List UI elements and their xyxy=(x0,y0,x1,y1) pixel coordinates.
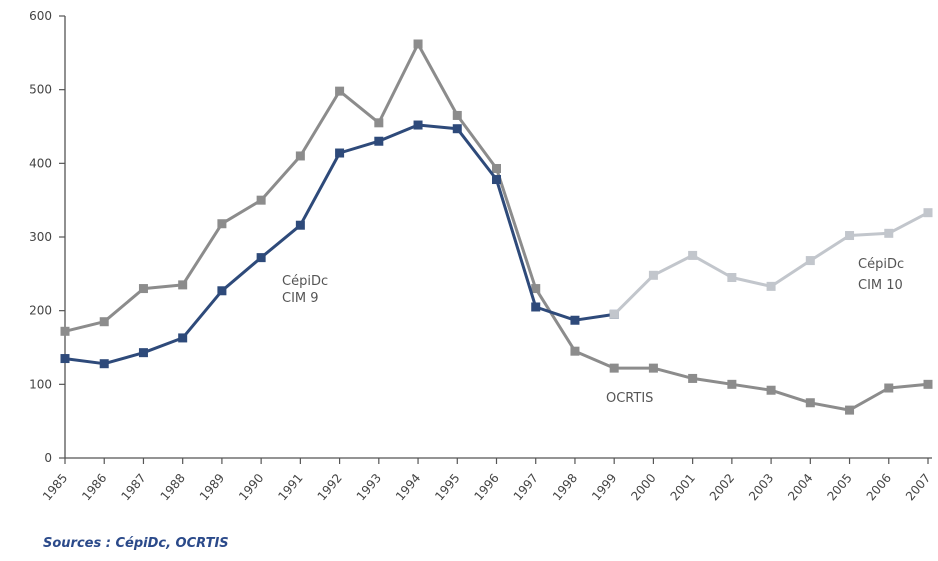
cim10-data-point xyxy=(845,231,855,241)
cim9-data-point xyxy=(531,302,541,312)
cim10-label-line2: CIM 10 xyxy=(858,278,903,293)
x-tick-label: 1997 xyxy=(511,471,541,503)
x-tick-label: 2007 xyxy=(903,471,933,503)
x-tick-label: 1993 xyxy=(354,471,384,503)
ocrtis-data-point xyxy=(805,398,815,408)
x-tick-label: 2004 xyxy=(785,471,815,503)
ocrtis-data-point xyxy=(766,385,776,395)
cim9-data-point xyxy=(413,120,423,130)
cim9-series-line xyxy=(64,123,615,366)
x-tick-label: 2000 xyxy=(628,471,658,503)
y-tick-label: 400 xyxy=(29,156,52,170)
cim9-data-point xyxy=(295,220,305,230)
ocrtis-data-point xyxy=(923,379,933,389)
ocrtis-label: OCRTIS xyxy=(606,391,653,406)
ocrtis-data-point xyxy=(138,284,148,294)
x-tick-label: 2006 xyxy=(864,471,894,503)
y-tick-label: 300 xyxy=(29,230,52,244)
cim9-data-point xyxy=(492,175,501,185)
x-tick-label: 1994 xyxy=(393,471,423,503)
x-tick-label: 1995 xyxy=(432,471,462,503)
cim10-data-point xyxy=(688,250,698,260)
cim10-data-point xyxy=(923,208,933,218)
cim9-data-point xyxy=(99,359,109,369)
ocrtis-data-point xyxy=(570,346,580,356)
annotations: CépiDc CIM 9 CépiDc CIM 10 OCRTIS xyxy=(282,257,904,406)
cim9-label-line1: CépiDc xyxy=(282,274,328,289)
ocrtis-data-point xyxy=(688,373,698,383)
cim10-data-point xyxy=(609,309,619,319)
ocrtis-data-point xyxy=(217,219,227,229)
ocrtis-data-point xyxy=(256,195,266,205)
cim10-data-point xyxy=(805,256,815,266)
y-tick-label: 0 xyxy=(44,451,52,465)
x-tick-label: 1998 xyxy=(550,471,580,503)
x-tick-label: 1989 xyxy=(197,471,227,503)
ocrtis-data-point xyxy=(845,405,855,415)
y-tick-label: 600 xyxy=(29,9,52,23)
x-tick-label: 2001 xyxy=(668,471,698,503)
x-tick-label: 1985 xyxy=(40,471,70,503)
source-note: Sources : CépiDc, OCRTIS xyxy=(43,536,229,551)
cim10-data-point xyxy=(766,281,776,291)
ocrtis-data-point xyxy=(374,118,384,128)
x-tick-label: 1988 xyxy=(158,471,188,503)
ocrtis-data-point xyxy=(531,284,541,294)
ocrtis-data-point xyxy=(727,379,737,389)
ocrtis-data-point xyxy=(884,383,894,393)
cim9-data-point xyxy=(570,315,580,325)
x-tick-label: 1999 xyxy=(589,471,619,503)
ocrtis-data-point xyxy=(492,163,501,173)
cim9-data-point xyxy=(60,354,70,364)
x-tick-label: 2005 xyxy=(824,471,854,503)
y-tick-label: 200 xyxy=(29,304,52,318)
ocrtis-data-point xyxy=(178,280,188,290)
cim9-label-line2: CIM 9 xyxy=(282,291,319,306)
cim9-data-point xyxy=(256,253,266,263)
cim9-data-point xyxy=(374,136,384,146)
y-tick-label: 500 xyxy=(29,83,52,97)
cim10-data-point xyxy=(884,228,894,238)
x-tick-label: 1991 xyxy=(275,471,305,503)
cim9-data-point xyxy=(178,333,188,343)
ocrtis-data-point xyxy=(99,317,109,327)
axes: 0 100 200 300 400 500 600 1985 1986 1987 1988 1989 1… xyxy=(29,9,933,503)
x-tick-label: 2002 xyxy=(707,471,737,503)
ocrtis-series-line xyxy=(64,42,929,412)
ocrtis-data-point xyxy=(295,151,305,161)
cim9-data-point xyxy=(335,148,345,158)
cim10-data-point xyxy=(727,273,737,283)
ocrtis-data-point xyxy=(648,363,658,373)
cim9-data-point xyxy=(452,124,462,134)
x-tick-label: 1990 xyxy=(236,471,266,503)
x-tick-label: 1992 xyxy=(315,471,345,503)
cim10-data-point xyxy=(648,270,658,280)
ocrtis-data-point xyxy=(609,363,619,373)
x-tick-label: 1996 xyxy=(471,471,501,503)
x-tick-label: 2003 xyxy=(746,471,776,503)
series-layer xyxy=(60,39,933,415)
x-tick-label: 1987 xyxy=(118,471,148,503)
ocrtis-data-point xyxy=(413,39,423,49)
y-tick-label: 100 xyxy=(29,377,52,391)
cim9-data-point xyxy=(217,286,227,296)
ocrtis-data-point xyxy=(60,326,70,336)
ocrtis-data-point xyxy=(452,110,462,120)
cim10-label-line1: CépiDc xyxy=(858,257,904,272)
cim9-data-point xyxy=(138,348,148,358)
ocrtis-data-point xyxy=(335,86,345,96)
x-tick-label: 1986 xyxy=(79,471,109,503)
